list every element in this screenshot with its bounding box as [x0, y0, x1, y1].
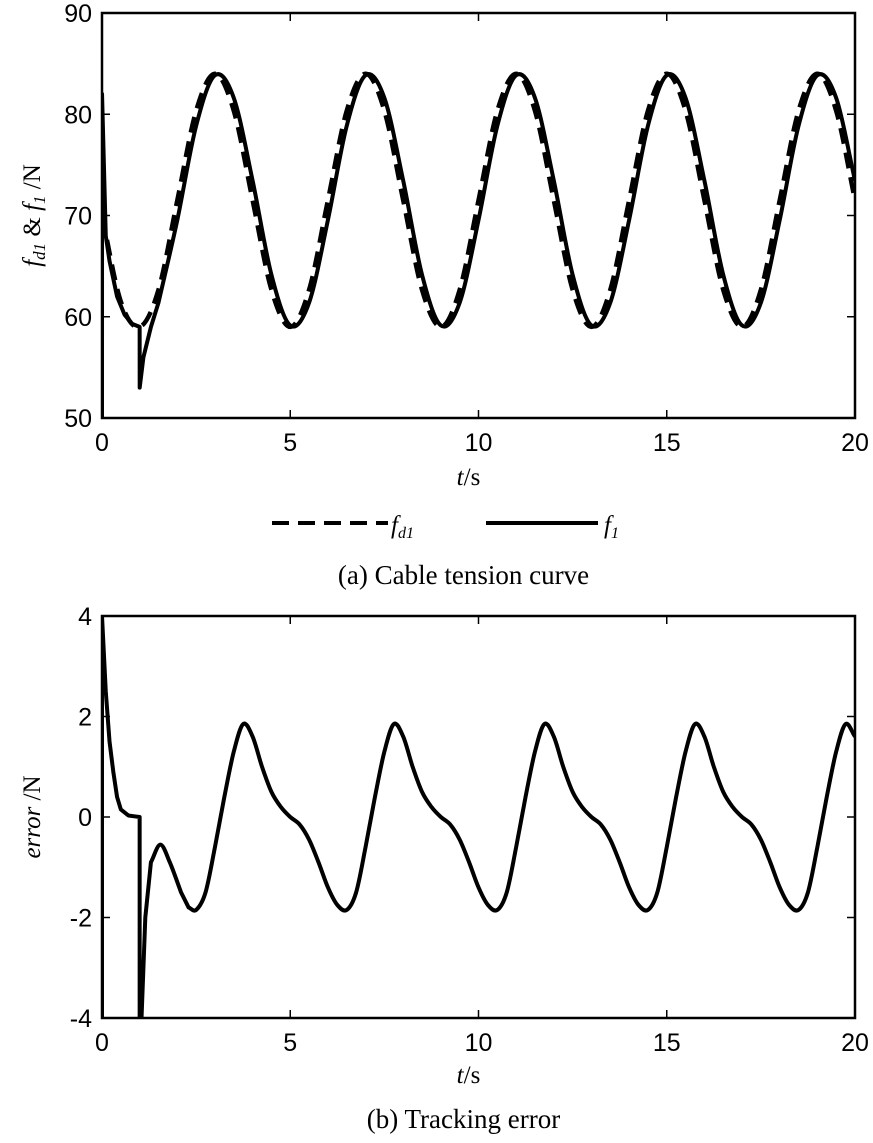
- x-tick-label: 15: [653, 429, 681, 457]
- y-axis-label-part: d1: [30, 243, 49, 260]
- x-axis-label: t/s: [457, 1062, 481, 1089]
- y-axis-label-part: f: [19, 257, 46, 267]
- legend-label-main: f: [391, 512, 401, 539]
- y-tick-label: 80: [64, 101, 92, 129]
- y-axis-label-part: &: [19, 211, 46, 243]
- x-tick-label: 5: [283, 429, 297, 457]
- legend-label-f-d1: fd1: [391, 512, 414, 542]
- legend: fd1 f1: [272, 512, 619, 542]
- y-axis-label-part: 1: [30, 195, 49, 204]
- y-tick-label: -4: [70, 1005, 92, 1033]
- chart-caption: (a) Cable tension curve: [338, 560, 589, 590]
- x-tick-label: 0: [95, 429, 109, 457]
- x-tick-label: 20: [841, 1029, 869, 1057]
- y-tick-label: -2: [70, 905, 92, 933]
- x-axis-label-unit: /s: [464, 464, 481, 491]
- x-tick-label: 10: [465, 429, 493, 457]
- y-tick-label: 70: [64, 203, 92, 231]
- y-tick-label: 0: [78, 804, 92, 832]
- chart-caption: (b) Tracking error: [367, 1104, 560, 1134]
- legend-label-sub: d1: [398, 525, 414, 542]
- y-axis-label: error /N: [19, 775, 46, 858]
- y-axis-label-part: error: [19, 806, 46, 858]
- legend-label-sub: 1: [611, 525, 619, 542]
- x-tick-label: 15: [653, 1029, 681, 1057]
- x-tick-label: 20: [841, 429, 869, 457]
- x-tick-label: 0: [95, 1029, 109, 1057]
- series-line-f-1: [102, 72, 855, 418]
- y-axis-label-part: f: [19, 201, 46, 211]
- y-axis-label-part: /N: [19, 775, 46, 806]
- x-axis-label-unit: /s: [464, 1062, 481, 1089]
- x-axis-label-var: t: [457, 1062, 465, 1089]
- x-axis-label-var: t: [457, 464, 465, 491]
- y-axis-label-part: /N: [19, 164, 46, 195]
- y-tick-label: 2: [78, 704, 92, 732]
- y-tick-label: 90: [64, 0, 92, 28]
- x-tick-label: 10: [465, 1029, 493, 1057]
- legend-label-main: f: [604, 512, 614, 539]
- series-line-error: [102, 616, 855, 1018]
- chart-error: 0 5 10 15 20 -4 -2 0 2 4 t/s error /N (b) Tracking e…: [19, 603, 869, 1134]
- legend-label-f-1: f1: [604, 512, 619, 542]
- x-axis-label: t/s: [457, 464, 481, 491]
- y-tick-label: 4: [78, 603, 92, 631]
- series-line-f-d1: [102, 71, 855, 330]
- y-axis-label: fd1 & f1 /N: [19, 164, 49, 267]
- y-tick-label: 60: [64, 304, 92, 332]
- y-tick-label: 50: [64, 405, 92, 433]
- x-tick-label: 5: [283, 1029, 297, 1057]
